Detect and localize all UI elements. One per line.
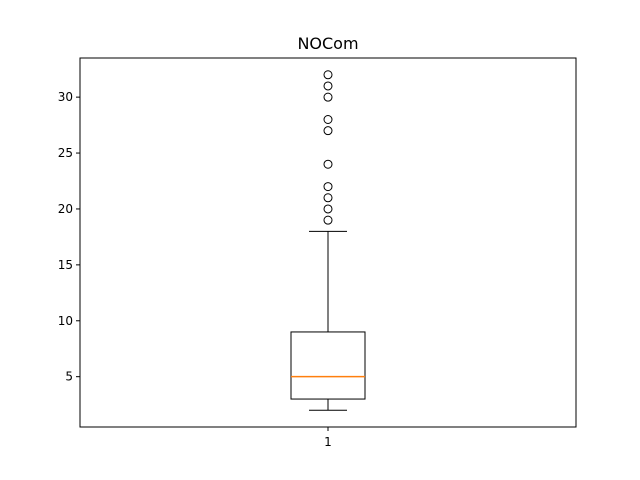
y-tick-label: 10 — [58, 314, 73, 328]
outlier-point — [323, 70, 333, 80]
outlier-point — [323, 115, 333, 124]
outlier-point — [323, 159, 333, 169]
chart-title: NOCom — [297, 34, 358, 53]
outlier-point — [323, 81, 333, 91]
y-tick-label: 30 — [58, 90, 73, 104]
y-axis: 5 10 15 20 25 30 — [58, 90, 80, 384]
outlier-point — [323, 126, 333, 136]
x-axis: 1 — [324, 427, 332, 449]
boxes-group — [290, 70, 366, 411]
y-tick-label: 25 — [58, 146, 73, 160]
box-iqr — [290, 331, 366, 400]
x-tick-label: 1 — [324, 435, 332, 449]
outlier-point — [323, 92, 333, 102]
y-tick-label: 20 — [58, 202, 73, 216]
outlier-point — [323, 215, 333, 225]
outlier-point — [323, 182, 333, 192]
y-tick-label: 5 — [65, 370, 73, 384]
outlier-point — [323, 193, 333, 203]
outlier-point — [323, 204, 333, 214]
y-tick-label: 15 — [58, 258, 73, 272]
